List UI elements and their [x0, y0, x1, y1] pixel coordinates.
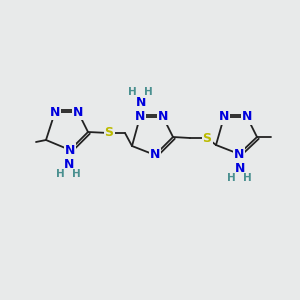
Text: H: H	[144, 87, 152, 97]
Text: N: N	[158, 110, 168, 124]
Text: N: N	[242, 110, 252, 124]
Text: S: S	[104, 127, 113, 140]
Text: N: N	[136, 95, 146, 109]
Text: N: N	[65, 143, 75, 157]
Text: N: N	[219, 110, 229, 124]
Text: N: N	[234, 148, 244, 160]
Text: N: N	[235, 161, 245, 175]
Text: N: N	[64, 158, 74, 170]
Text: N: N	[50, 106, 60, 118]
Text: H: H	[72, 169, 80, 179]
Text: N: N	[135, 110, 145, 124]
Text: S: S	[202, 131, 211, 145]
Text: H: H	[226, 173, 236, 183]
Text: H: H	[128, 87, 136, 97]
Text: N: N	[73, 106, 83, 118]
Text: N: N	[150, 148, 160, 161]
Text: H: H	[243, 173, 251, 183]
Text: H: H	[56, 169, 64, 179]
